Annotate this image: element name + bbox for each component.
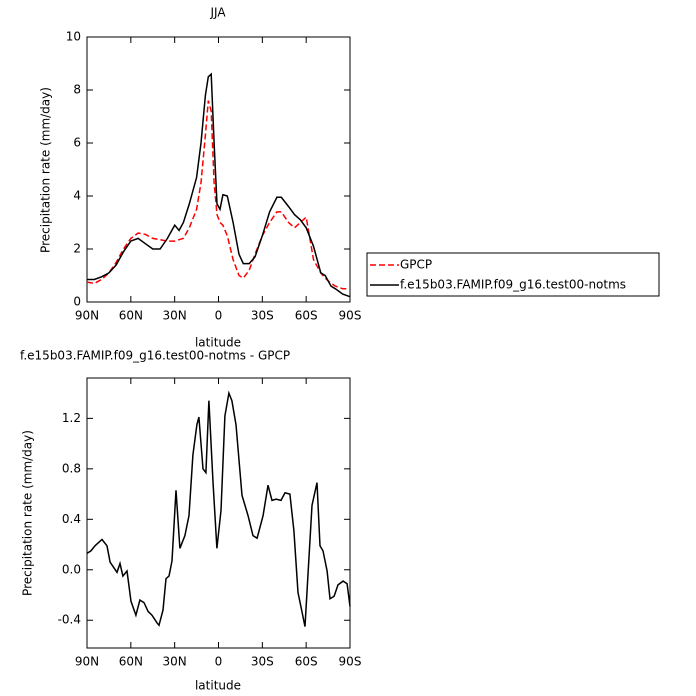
y-tick-label: 8 [73,83,81,97]
x-tick-label: 90N [75,655,99,669]
x-axis-label: latitude [195,336,241,350]
plot-frame [86,36,351,303]
data-line [86,100,350,290]
y-tick-label: 10 [66,30,81,44]
y-axis-label: Precipitation rate (mm/day) [39,87,53,253]
data-line [86,390,351,627]
x-tick-label: 60N [119,309,143,323]
y-tick-label: 0.8 [62,461,81,475]
y-tick-label: 0.4 [62,512,81,526]
y-tick-label: 4 [73,189,81,203]
chart-title: f.e15b03.FAMIP.f09_g16.test00-notms - GP… [20,349,290,363]
x-tick-label: 60N [119,655,143,669]
x-tick-label: 0 [215,309,223,323]
y-tick-label: 0 [73,295,81,309]
y-tick-label: -0.4 [58,613,81,627]
chart-title: JJA [209,6,226,20]
legend-label: f.e15b03.FAMIP.f09_g16.test00-notms [400,278,626,292]
x-axis-label: latitude [195,679,241,693]
x-tick-label: 0 [215,655,223,669]
x-tick-label: 30N [163,309,187,323]
legend-label: GPCP [400,258,432,272]
y-axis-label: Precipitation rate (mm/day) [21,430,35,596]
legend-box [366,252,660,297]
x-tick-label: 60S [295,655,318,669]
x-tick-label: 30S [251,655,274,669]
x-tick-label: 60S [295,309,318,323]
plot-frame [86,377,351,649]
y-tick-label: 0.0 [62,562,81,576]
x-tick-label: 30S [251,309,274,323]
x-tick-label: 90N [75,309,99,323]
x-tick-label: 30N [163,655,187,669]
data-line [87,72,351,298]
x-tick-label: 90S [339,309,362,323]
y-tick-label: 6 [73,136,81,150]
y-tick-label: 1.2 [62,411,81,425]
x-tick-label: 90S [339,655,362,669]
y-tick-label: 2 [73,242,81,256]
